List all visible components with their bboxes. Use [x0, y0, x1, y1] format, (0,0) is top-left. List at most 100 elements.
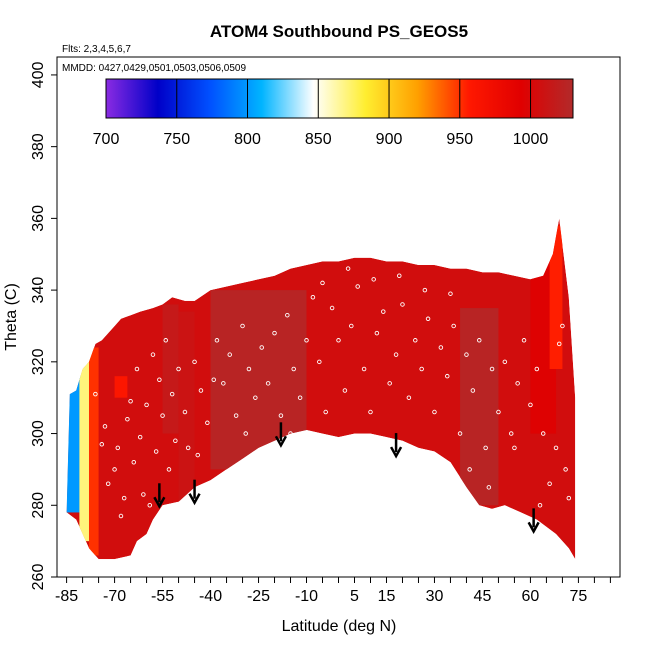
y-tick-label: 260 [30, 564, 47, 591]
x-tick-label: -10 [295, 588, 318, 605]
colorbar-tick-label: 850 [305, 131, 332, 148]
observation-point [349, 323, 354, 329]
observation-point [512, 445, 517, 451]
chart-title: ATOM4 Southbound PS_GEOS5 [210, 22, 468, 41]
observation-point [317, 359, 322, 365]
colorbar: 700 750 800 850 900 950 1000 [93, 78, 574, 148]
observation-point [147, 503, 153, 508]
observation-point [342, 388, 348, 393]
observation-point [246, 366, 252, 372]
observation-point [553, 445, 559, 451]
observation-point [99, 442, 105, 447]
field-region [88, 347, 99, 556]
observation-point [157, 377, 162, 383]
observation-point [393, 352, 399, 357]
observation-point [329, 305, 335, 311]
field-region [162, 304, 179, 434]
observation-point [521, 338, 527, 343]
observation-point [105, 481, 111, 487]
observation-point [355, 284, 360, 289]
observation-point [451, 323, 456, 329]
dates-label: MMDD: 0427,0429,0501,0503,0506,0509 [62, 63, 246, 74]
observation-point [483, 445, 488, 451]
observation-point [397, 273, 402, 279]
observation-point [141, 492, 146, 497]
observation-point [563, 467, 568, 472]
observation-point [413, 338, 418, 343]
observation-point [233, 413, 239, 418]
x-tick-label: -85 [55, 588, 78, 605]
field-base [66, 218, 576, 560]
field-region [114, 376, 128, 398]
flight-arrow [188, 479, 201, 506]
colorbar-tick-label: 800 [234, 131, 261, 148]
observation-point [547, 481, 552, 487]
observation-point [304, 338, 309, 343]
observation-point [320, 280, 325, 286]
observation-point [556, 341, 562, 347]
observation-point [137, 434, 143, 440]
observation-point [297, 395, 303, 400]
x-axis: -85 -70 -55 -40 -25 -10 5 15 30 45 60 75 [55, 577, 611, 605]
observation-point [515, 381, 520, 386]
colorbar-tick-label: 750 [163, 131, 190, 148]
colorbar-tick-label: 900 [376, 131, 403, 148]
observation-point [537, 503, 543, 508]
observation-point [425, 316, 431, 322]
observation-point [445, 373, 450, 379]
observation-point [176, 366, 181, 372]
x-axis-title: Latitude (deg N) [282, 618, 397, 635]
observation-points [93, 266, 572, 519]
flight-arrows [153, 422, 540, 534]
y-tick-label: 380 [30, 133, 47, 160]
observation-point [115, 445, 121, 451]
observation-point [291, 366, 296, 372]
x-tick-label: 5 [350, 588, 359, 605]
observation-point [540, 431, 546, 436]
observation-point [259, 345, 264, 350]
observation-point [166, 467, 172, 472]
field-region [549, 225, 563, 369]
observation-point [195, 452, 200, 458]
flight-arrow [527, 508, 540, 534]
y-tick-label: 300 [30, 420, 47, 447]
observation-point [528, 402, 533, 408]
field-region [460, 308, 499, 506]
observation-point [121, 495, 127, 501]
observation-point [406, 395, 412, 400]
observation-point [185, 445, 191, 451]
observation-point [253, 395, 258, 400]
observation-point [131, 459, 137, 465]
x-tick-label: 30 [426, 588, 444, 605]
observation-point [457, 431, 463, 436]
observation-point [508, 431, 514, 436]
observation-point [173, 438, 178, 443]
observation-point [240, 323, 245, 329]
observation-point [134, 366, 140, 372]
colorbar-tick-label: 1000 [513, 131, 549, 148]
field-region [210, 290, 307, 470]
observation-point [374, 330, 380, 336]
observation-point [560, 323, 565, 329]
x-tick-label: 45 [474, 588, 492, 605]
observation-point [496, 409, 501, 415]
field-region [66, 376, 83, 513]
observation-point [381, 309, 386, 314]
observation-point [285, 312, 290, 318]
y-tick-label: 360 [30, 205, 47, 232]
x-tick-label: -40 [199, 588, 222, 605]
observation-point [368, 409, 373, 415]
observation-point [432, 409, 437, 415]
observation-point [464, 352, 469, 357]
y-tick-label: 320 [30, 348, 47, 375]
observation-point [566, 495, 572, 501]
observation-point [160, 413, 165, 418]
observation-point [243, 431, 248, 436]
observation-point [211, 377, 216, 383]
colorbar-gradient [105, 78, 574, 119]
observation-point [288, 431, 293, 436]
observation-point [371, 277, 376, 282]
observation-point [467, 467, 472, 472]
observation-point [387, 381, 392, 386]
